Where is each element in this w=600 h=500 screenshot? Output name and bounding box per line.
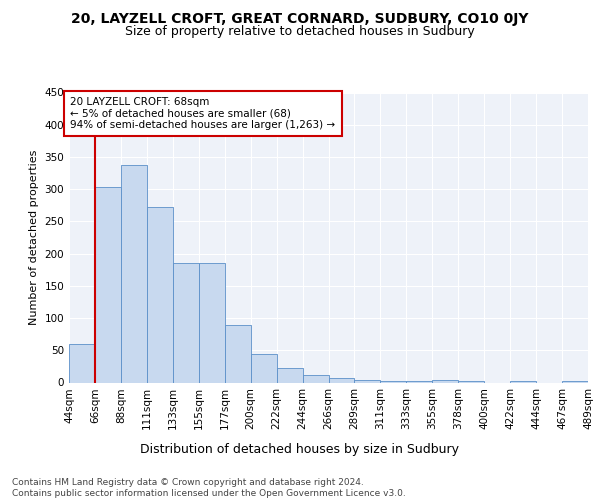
Bar [510,381,536,382]
Bar [95,187,121,382]
Bar [251,354,277,382]
Bar [69,344,95,383]
Bar [355,380,380,382]
Bar [380,381,406,382]
Text: Contains HM Land Registry data © Crown copyright and database right 2024.
Contai: Contains HM Land Registry data © Crown c… [12,478,406,498]
Text: 20 LAYZELL CROFT: 68sqm
← 5% of detached houses are smaller (68)
94% of semi-det: 20 LAYZELL CROFT: 68sqm ← 5% of detached… [70,97,335,130]
Bar [329,378,355,382]
Text: Size of property relative to detached houses in Sudbury: Size of property relative to detached ho… [125,25,475,38]
Bar [147,207,173,382]
Bar [277,368,302,382]
Text: Distribution of detached houses by size in Sudbury: Distribution of detached houses by size … [140,442,460,456]
Text: 20, LAYZELL CROFT, GREAT CORNARD, SUDBURY, CO10 0JY: 20, LAYZELL CROFT, GREAT CORNARD, SUDBUR… [71,12,529,26]
Bar [406,380,432,382]
Y-axis label: Number of detached properties: Number of detached properties [29,150,39,325]
Bar [302,375,329,382]
Bar [225,324,251,382]
Bar [173,264,199,382]
Bar [121,164,147,382]
Bar [562,380,588,382]
Bar [199,264,224,382]
Bar [458,381,484,382]
Bar [433,380,458,382]
